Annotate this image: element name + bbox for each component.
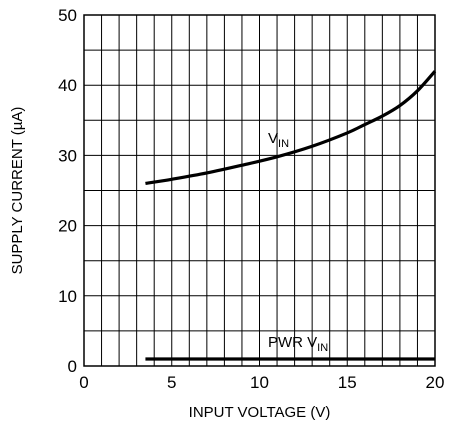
- x-tick-label: 10: [250, 373, 269, 392]
- series-line-vin: [145, 70, 437, 186]
- y-tick-label: 30: [58, 146, 77, 165]
- x-tick-label: 20: [426, 373, 445, 392]
- x-tick-label: 15: [338, 373, 357, 392]
- tick-labels: 0 5 10 15 20 0 10 20 30 40 50: [58, 6, 444, 392]
- series-label-pwr-vin-main: PWR V: [268, 334, 317, 351]
- series-label-vin-sub: IN: [278, 138, 289, 150]
- x-tick-label: 0: [79, 373, 88, 392]
- y-tick-label: 50: [58, 6, 77, 25]
- series-label-vin: VIN: [268, 130, 289, 150]
- y-tick-label: 40: [58, 76, 77, 95]
- y-tick-label: 10: [58, 287, 77, 306]
- grid: [84, 15, 435, 366]
- y-axis-title: SUPPLY CURRENT (µA): [9, 107, 26, 275]
- series-label-pwr-vin-sub: IN: [317, 342, 328, 354]
- y-tick-label: 20: [58, 217, 77, 236]
- plot-frame: [83, 14, 436, 367]
- x-axis-title: INPUT VOLTAGE (V): [189, 404, 331, 421]
- x-tick-label: 5: [167, 373, 176, 392]
- series-layer: [145, 70, 437, 361]
- y-tick-label: 0: [68, 357, 77, 376]
- series-label-pwr-vin: PWR VIN: [268, 334, 328, 354]
- series-label-vin-main: V: [268, 130, 278, 147]
